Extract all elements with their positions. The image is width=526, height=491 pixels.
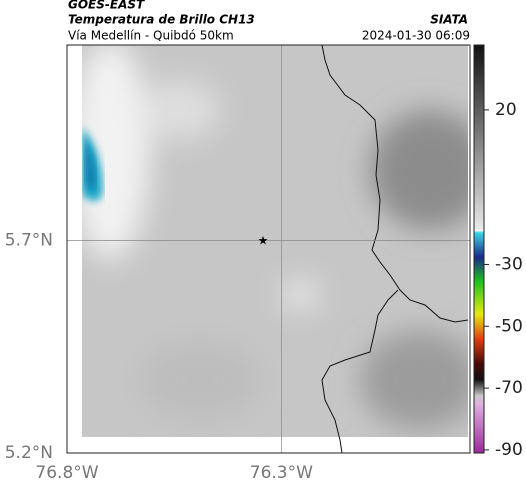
x-tick-label: 76.3°W: [250, 463, 313, 483]
source: GOES-EAST: [68, 0, 145, 12]
credit: SIATA: [430, 13, 468, 27]
colorbar: [473, 44, 485, 454]
location-marker: ★: [258, 234, 269, 248]
satellite-image: [82, 45, 468, 437]
subtitle: Vía Medellín - Quibdó 50km: [68, 29, 234, 43]
y-tick-label: 5.2°N: [5, 443, 53, 463]
map-frame: [66, 44, 471, 454]
border: [321, 289, 399, 454]
colorbar-tick-label: -30: [495, 254, 523, 274]
title: Temperatura de Brillo CH13: [68, 13, 255, 27]
colorbar-tick-label: -90: [495, 440, 523, 460]
colorbar-tick-label: 20: [495, 100, 517, 120]
colorbar-tick-label: -70: [495, 378, 523, 398]
y-tick-label: 5.7°N: [5, 231, 53, 251]
colorbar-tick-label: -50: [495, 316, 523, 336]
timestamp: 2024-01-30 06:09: [362, 29, 470, 43]
x-tick-label: 76.8°W: [35, 463, 98, 483]
border: [321, 44, 469, 323]
